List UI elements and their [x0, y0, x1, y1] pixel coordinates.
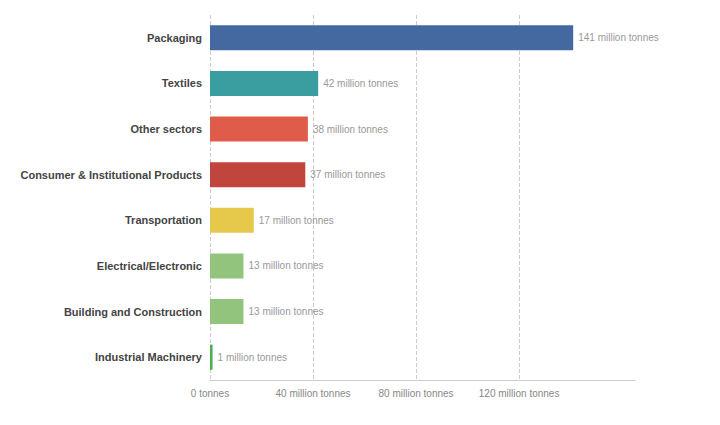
svg-text:Consumer & Institutional Produ: Consumer & Institutional Products [20, 169, 202, 181]
svg-text:141 million tonnes: 141 million tonnes [578, 32, 659, 43]
svg-text:13 million tonnes: 13 million tonnes [248, 306, 323, 317]
svg-text:40 million tonnes: 40 million tonnes [276, 388, 351, 399]
svg-text:Other sectors: Other sectors [130, 123, 202, 135]
svg-text:Textiles: Textiles [162, 77, 202, 89]
svg-text:0 tonnes: 0 tonnes [191, 388, 229, 399]
svg-text:Packaging: Packaging [147, 32, 202, 44]
svg-text:120 million tonnes: 120 million tonnes [479, 388, 560, 399]
svg-text:42 million tonnes: 42 million tonnes [323, 78, 398, 89]
svg-text:80 million tonnes: 80 million tonnes [379, 388, 454, 399]
svg-text:Transportation: Transportation [125, 214, 202, 226]
svg-text:13 million tonnes: 13 million tonnes [248, 260, 323, 271]
svg-text:Industrial Machinery: Industrial Machinery [95, 351, 203, 363]
svg-text:Building and Construction: Building and Construction [64, 306, 202, 318]
svg-text:17 million tonnes: 17 million tonnes [259, 215, 334, 226]
svg-text:38 million tonnes: 38 million tonnes [313, 124, 388, 135]
svg-text:Electrical/Electronic: Electrical/Electronic [97, 260, 202, 272]
svg-text:37 million tonnes: 37 million tonnes [310, 169, 385, 180]
svg-text:1 million tonnes: 1 million tonnes [218, 352, 287, 363]
